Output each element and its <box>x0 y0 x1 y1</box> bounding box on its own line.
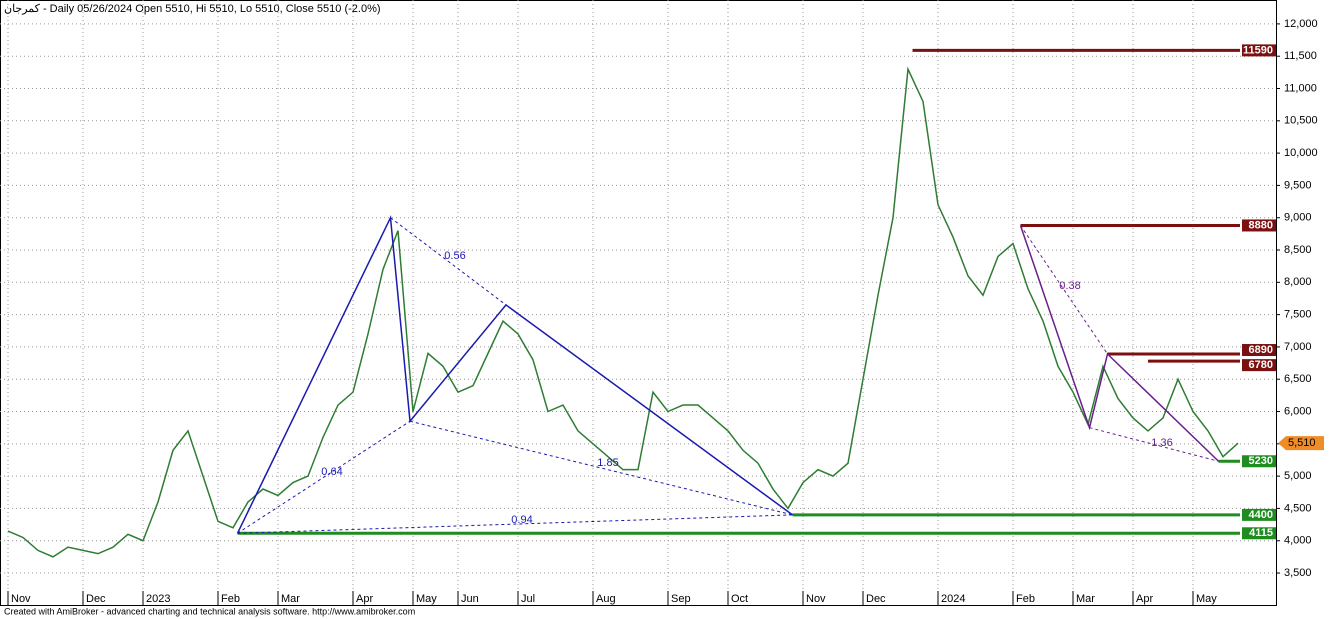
x-tick-label: Apr <box>356 593 373 605</box>
pattern-line <box>1019 225 1220 462</box>
plot-frame <box>0 0 1277 606</box>
y-tick-label: 6,000 <box>1284 405 1312 417</box>
level-box <box>1242 44 1276 57</box>
y-tick-label: 10,000 <box>1284 147 1318 159</box>
pattern-diagonal <box>1089 427 1219 462</box>
level-label: 11590 <box>1243 44 1273 56</box>
y-tick-label: 4,500 <box>1284 502 1312 514</box>
y-tick-label: 11,000 <box>1284 82 1317 94</box>
level-label: 6890 <box>1249 344 1273 356</box>
x-tick-label: Oct <box>731 593 748 605</box>
pattern-line <box>236 214 793 534</box>
level-box <box>1242 219 1276 232</box>
ratio-label: 1.36 <box>1151 437 1172 449</box>
level-box <box>1242 527 1276 540</box>
x-tick-label: 2023 <box>146 593 170 605</box>
ratio-label: 0.38 <box>1059 280 1080 292</box>
x-tick-label: Feb <box>221 593 240 605</box>
x-tick-label: Dec <box>86 593 106 605</box>
y-tick-label: 7,500 <box>1284 309 1312 321</box>
pattern-diagonal <box>1020 225 1108 355</box>
y-tick-label: 9,500 <box>1284 179 1312 191</box>
x-tick-label: Apr <box>1136 593 1153 605</box>
x-tick-label: Dec <box>866 593 886 605</box>
y-tick-label: 11,500 <box>1284 50 1317 62</box>
y-tick-label: 4,000 <box>1284 535 1312 547</box>
level-box <box>1242 455 1276 468</box>
y-tick-label: 3,500 <box>1284 567 1312 579</box>
x-tick-label: May <box>416 593 437 605</box>
pattern-diagonal <box>390 217 507 306</box>
ratio-label: 0.64 <box>321 466 342 478</box>
x-tick-label: Feb <box>1016 593 1035 605</box>
x-tick-label: Mar <box>1076 593 1095 605</box>
y-tick-label: 9,000 <box>1284 212 1312 224</box>
chart-title: كمرجان - Daily 05/26/2024 Open 5510, Hi … <box>4 3 381 15</box>
level-box <box>1242 344 1276 357</box>
ratio-label: 0.94 <box>511 514 532 526</box>
x-tick-label: May <box>1196 593 1217 605</box>
ratio-label: 0.56 <box>444 250 465 262</box>
y-tick-label: 12,000 <box>1284 18 1318 30</box>
x-tick-label: Mar <box>281 593 300 605</box>
x-tick-label: Sep <box>671 593 691 605</box>
y-tick-label: 10,500 <box>1284 115 1318 127</box>
y-tick-label: 6,500 <box>1284 373 1312 385</box>
x-tick-label: Nov <box>11 593 31 605</box>
level-label: 6780 <box>1249 359 1273 371</box>
price-line <box>7 66 1239 558</box>
x-tick-label: Jul <box>521 593 535 605</box>
level-box <box>1242 508 1276 521</box>
ratio-label: 1.85 <box>597 457 618 469</box>
pattern-diagonal <box>237 514 793 534</box>
level-box <box>1242 359 1276 372</box>
level-label: 5230 <box>1249 455 1273 467</box>
footer: Created with AmiBroker - advanced charti… <box>4 606 415 616</box>
level-label: 4400 <box>1249 509 1273 521</box>
last-price-label: 5,510 <box>1288 437 1316 449</box>
x-tick-label: Nov <box>806 593 826 605</box>
x-tick-label: 2024 <box>941 593 965 605</box>
y-tick-label: 5,000 <box>1284 470 1312 482</box>
y-tick-label: 7,000 <box>1284 341 1312 353</box>
y-tick-label: 8,000 <box>1284 276 1312 288</box>
y-tick-label: 8,500 <box>1284 244 1312 256</box>
level-label: 8880 <box>1249 219 1273 231</box>
x-tick-label: Jun <box>461 593 479 605</box>
x-tick-label: Aug <box>596 593 616 605</box>
last-price-box <box>1278 436 1324 451</box>
level-label: 4115 <box>1249 527 1273 539</box>
pattern-diagonal <box>237 420 411 534</box>
